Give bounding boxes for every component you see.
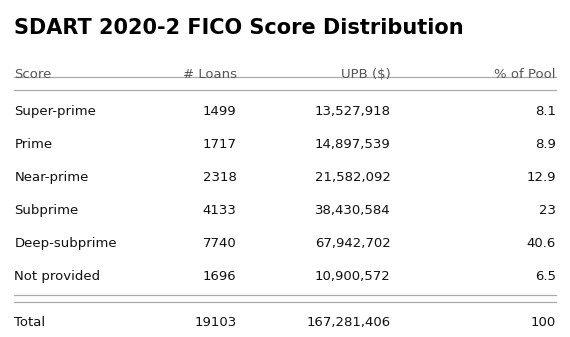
- Text: 38,430,584: 38,430,584: [315, 204, 390, 217]
- Text: Score: Score: [14, 68, 52, 81]
- Text: 13,527,918: 13,527,918: [315, 105, 390, 118]
- Text: % of Pool: % of Pool: [494, 68, 556, 81]
- Text: 10,900,572: 10,900,572: [315, 270, 390, 283]
- Text: Subprime: Subprime: [14, 204, 79, 217]
- Text: 100: 100: [531, 316, 556, 329]
- Text: 12.9: 12.9: [526, 171, 556, 184]
- Text: 2318: 2318: [203, 171, 237, 184]
- Text: 21,582,092: 21,582,092: [315, 171, 390, 184]
- Text: Deep-subprime: Deep-subprime: [14, 237, 117, 250]
- Text: Super-prime: Super-prime: [14, 105, 96, 118]
- Text: # Loans: # Loans: [182, 68, 237, 81]
- Text: 4133: 4133: [203, 204, 237, 217]
- Text: Total: Total: [14, 316, 46, 329]
- Text: SDART 2020-2 FICO Score Distribution: SDART 2020-2 FICO Score Distribution: [14, 18, 464, 38]
- Text: 1696: 1696: [203, 270, 237, 283]
- Text: 23: 23: [539, 204, 556, 217]
- Text: Near-prime: Near-prime: [14, 171, 88, 184]
- Text: 67,942,702: 67,942,702: [315, 237, 390, 250]
- Text: 8.1: 8.1: [535, 105, 556, 118]
- Text: 167,281,406: 167,281,406: [306, 316, 390, 329]
- Text: 14,897,539: 14,897,539: [315, 138, 390, 151]
- Text: 1717: 1717: [202, 138, 237, 151]
- Text: Prime: Prime: [14, 138, 52, 151]
- Text: 7740: 7740: [203, 237, 237, 250]
- Text: 6.5: 6.5: [535, 270, 556, 283]
- Text: 1499: 1499: [203, 105, 237, 118]
- Text: Not provided: Not provided: [14, 270, 100, 283]
- Text: 19103: 19103: [194, 316, 237, 329]
- Text: 8.9: 8.9: [535, 138, 556, 151]
- Text: 40.6: 40.6: [527, 237, 556, 250]
- Text: UPB ($): UPB ($): [341, 68, 390, 81]
